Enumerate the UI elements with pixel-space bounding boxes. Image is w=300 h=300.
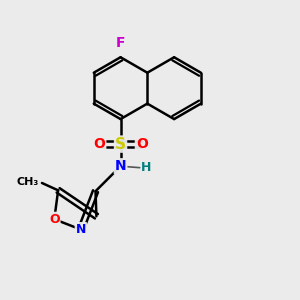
- Text: N: N: [115, 159, 126, 173]
- Text: F: F: [116, 36, 125, 50]
- Text: CH₃: CH₃: [17, 176, 39, 187]
- Text: H: H: [141, 160, 151, 174]
- Text: O: O: [93, 137, 105, 151]
- Text: O: O: [49, 213, 60, 226]
- Text: N: N: [76, 223, 86, 236]
- Text: O: O: [136, 137, 148, 151]
- Text: S: S: [115, 136, 126, 152]
